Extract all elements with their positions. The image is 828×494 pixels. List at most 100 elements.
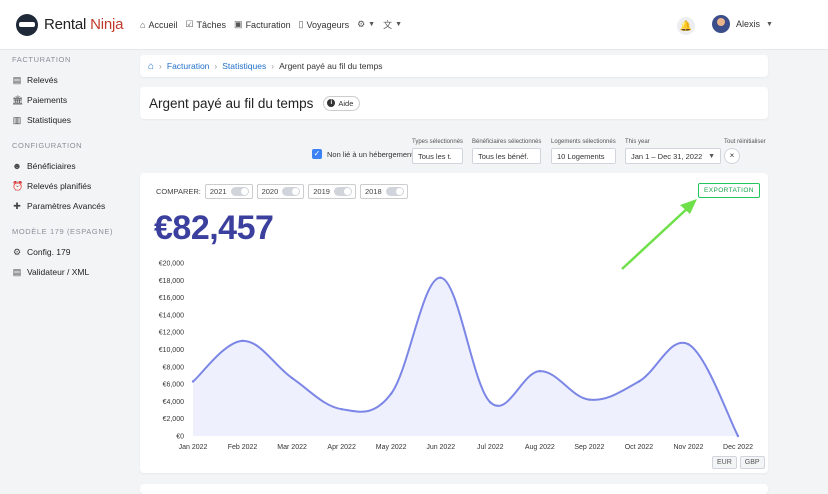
nav-item-4[interactable]: ⚙ ▼ (357, 19, 375, 30)
help-button[interactable]: i Aide (323, 95, 361, 111)
types-filter: Types sélectionnés Tous les t. (412, 139, 464, 164)
listings-filter-label: Logements sélectionnés (551, 139, 616, 145)
chart-icon: ▥ (12, 114, 22, 125)
x-tick-label: Dec 2022 (723, 444, 753, 451)
home-icon: ⌂ (140, 19, 146, 30)
luggage-icon: ▯ (298, 19, 304, 29)
sidebar-item-1-1[interactable]: ⏰ Relevés planifiés (12, 176, 130, 196)
checkbox-icon: ☑ (185, 19, 194, 29)
sidebar-item-label: Paiements (27, 95, 68, 105)
toggle-switch[interactable] (282, 187, 301, 196)
compare-year-label: 2018 (364, 187, 382, 196)
reset-button[interactable]: × (724, 148, 740, 164)
user-name: Alexis (736, 19, 761, 29)
data-point-6[interactable] (489, 401, 492, 404)
toggle-switch[interactable] (385, 187, 404, 196)
translate-icon: 文 (383, 20, 393, 30)
currency-button-1[interactable]: GBP (739, 456, 765, 469)
x-tick-label: Aug 2022 (525, 444, 555, 451)
breadcrumb-item-billing[interactable]: Facturation (166, 61, 210, 71)
sidebar-item-label: Statistiques (27, 115, 71, 125)
sidebar-item-0-2[interactable]: ▥ Statistiques (12, 110, 130, 130)
listings-select[interactable]: 10 Logements (551, 148, 616, 164)
nav-item-3[interactable]: ▯ Voyageurs (299, 19, 349, 30)
compare-year-3[interactable]: 2018 (359, 184, 408, 199)
breadcrumb: ⌂ › Facturation › Statistiques › Argent … (140, 55, 768, 77)
data-point-4[interactable] (389, 392, 393, 395)
listings-filter: Logements sélectionnés 10 Logements (551, 139, 616, 164)
nav-item-0[interactable]: ⌂ Accueil (140, 20, 177, 30)
alarm-clock-icon: ⏰ (12, 180, 24, 191)
sidebar-item-1-0[interactable]: ☻ Bénéficiaires (12, 156, 130, 176)
compare-year-2[interactable]: 2019 (308, 184, 356, 199)
x-tick-label: Jan 2022 (179, 444, 208, 451)
data-point-11[interactable] (736, 434, 740, 438)
data-point-3[interactable] (340, 407, 343, 411)
data-point-10[interactable] (687, 343, 690, 346)
sidebar-item-0-1[interactable]: 🏛 Paiements (12, 90, 130, 110)
brand-name: Rental Ninja (44, 16, 124, 33)
title-card: Argent payé au fil du temps i Aide (140, 87, 768, 119)
y-tick-label: €6,000 (163, 382, 185, 389)
beneficiaries-select[interactable]: Tous les bénéf. (472, 148, 542, 164)
document-icon: ▤ (12, 74, 22, 85)
data-point-7[interactable] (538, 369, 542, 373)
toggle-switch[interactable] (333, 187, 352, 196)
logo[interactable]: Rental Ninja (16, 13, 124, 36)
sidebar-item-0-0[interactable]: ▤ Relevés (12, 70, 130, 90)
sidebar-item-1-2[interactable]: ✚ Paramètres Avancés (12, 196, 130, 216)
compare-bar: COMPARER: 2021 2020 2019 2018 (156, 184, 408, 199)
page-title: Argent payé au fil du temps (149, 95, 314, 111)
beneficiaries-filter-label: Bénéficiaires sélectionnés (472, 139, 542, 145)
data-point-2[interactable] (290, 376, 294, 380)
unlinked-filter[interactable]: ✓ Non lié à un hébergement (312, 149, 413, 159)
y-tick-label: €12,000 (159, 330, 184, 337)
chevron-down-icon: ▼ (368, 21, 376, 28)
y-tick-label: €4,000 (163, 399, 185, 406)
y-tick-label: €18,000 (159, 278, 184, 285)
nav-item-1[interactable]: ☑ Tâches (185, 19, 226, 30)
sidebar-item-2-0[interactable]: ⚙ Config. 179 (12, 242, 130, 262)
users-icon: ☻ (12, 161, 22, 171)
help-label: Aide (338, 98, 354, 108)
currency-button-0[interactable]: EUR (712, 456, 737, 469)
info-icon: i (327, 99, 336, 107)
reset-filter: Tout réinitialiser × (724, 139, 766, 164)
nav-item-2[interactable]: ▣ Facturation (234, 19, 291, 30)
period-filter-label: This year (625, 139, 650, 145)
line-chart: €0 €2,000 €4,000 €6,000 €8,000 €10,000 €12,000… (159, 261, 753, 452)
sidebar-item-label: Bénéficiaires (27, 161, 76, 171)
home-icon[interactable]: ⌂ (148, 60, 155, 72)
sidebar-item-2-1[interactable]: ▤ Validateur / XML (12, 262, 130, 282)
bell-icon[interactable]: 🔔 (677, 17, 695, 35)
compare-year-1[interactable]: 2020 (256, 184, 305, 199)
user-menu[interactable]: Alexis ▼ (712, 15, 773, 33)
breadcrumb-current: Argent payé au fil du temps (279, 61, 383, 71)
nav-item-5[interactable]: 文 ▼ (383, 18, 402, 31)
chevron-down-icon: ▼ (708, 152, 715, 160)
sidebar-item-label: Relevés (27, 75, 58, 85)
x-tick-label: Nov 2022 (673, 444, 703, 451)
sidebar-item-label: Config. 179 (27, 247, 71, 257)
data-point-5[interactable] (439, 276, 442, 279)
period-filter: This year Jan 1 – Dec 31, 2022 ▼ (625, 139, 721, 164)
area-fill (193, 277, 738, 436)
export-button[interactable]: EXPORTATION (698, 183, 760, 198)
total-amount: €82,457 (154, 209, 274, 247)
y-tick-label: €0 (176, 434, 184, 441)
breadcrumb-item-statistics[interactable]: Statistiques (222, 61, 267, 71)
period-select[interactable]: Jan 1 – Dec 31, 2022 ▼ (625, 148, 721, 164)
toggle-switch[interactable] (230, 187, 249, 196)
data-point-9[interactable] (637, 380, 641, 383)
compare-year-label: 2019 (313, 187, 330, 196)
period-value: Jan 1 – Dec 31, 2022 (631, 151, 703, 161)
y-tick-label: €10,000 (159, 347, 184, 354)
sidebar: FACTURATION ▤ Relevés 🏛 Paiements ▥ Statistiqu… (0, 50, 130, 494)
checkbox-checked-icon[interactable]: ✓ (312, 149, 322, 159)
data-point-1[interactable] (241, 339, 244, 343)
compare-year-0[interactable]: 2021 (204, 184, 253, 199)
y-tick-label: €16,000 (159, 295, 184, 302)
data-point-8[interactable] (588, 398, 591, 401)
types-select[interactable]: Tous les t. (412, 148, 464, 164)
data-point-0[interactable] (191, 380, 195, 383)
